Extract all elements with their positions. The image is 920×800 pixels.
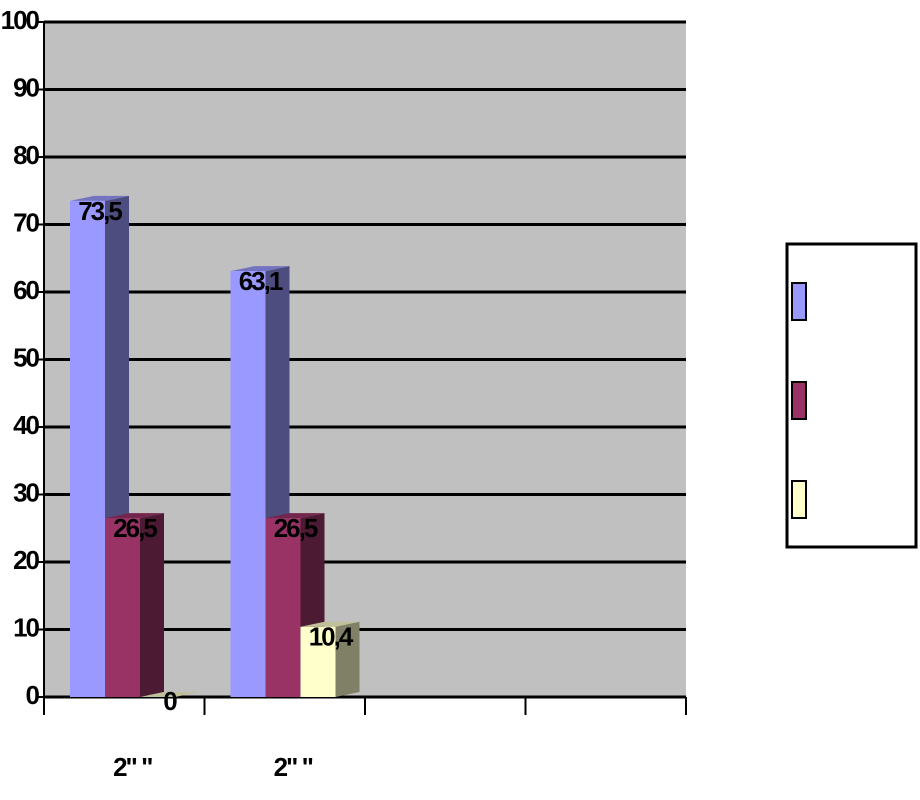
y-tick-label: 10 xyxy=(13,612,39,642)
legend-swatch xyxy=(791,381,807,420)
bar xyxy=(70,200,105,697)
legend xyxy=(785,242,918,549)
value-label: 10,4 xyxy=(309,622,354,652)
bar-top xyxy=(70,195,129,201)
y-tick-label: 50 xyxy=(13,342,39,372)
bar xyxy=(105,518,140,697)
y-tick-label: 100 xyxy=(1,5,40,35)
legend-swatch xyxy=(791,480,807,519)
bar-group xyxy=(105,513,164,697)
y-tick-label: 60 xyxy=(13,275,39,305)
bar-top xyxy=(300,621,360,627)
bar xyxy=(265,518,301,697)
bar-group xyxy=(300,621,360,697)
y-tick-label: 0 xyxy=(26,680,40,710)
bar-top xyxy=(140,692,199,697)
bar-side xyxy=(140,513,164,697)
bar-side xyxy=(335,621,360,697)
x-tick-label: 2" " xyxy=(113,752,152,782)
value-label: 26,5 xyxy=(113,513,157,543)
bar xyxy=(300,626,336,697)
x-tick-label: 2" " xyxy=(274,752,313,782)
y-tick-label: 80 xyxy=(13,140,39,170)
y-tick-label: 40 xyxy=(13,410,39,440)
bar-top xyxy=(265,513,325,519)
bar-top xyxy=(105,513,164,519)
value-label: 73,5 xyxy=(78,196,122,226)
legend-swatch xyxy=(791,282,807,321)
bar-group xyxy=(140,692,199,698)
bar-top xyxy=(230,266,290,272)
y-tick-label: 90 xyxy=(13,72,39,102)
value-label: 26,5 xyxy=(274,513,318,543)
y-tick-label: 20 xyxy=(13,545,39,575)
value-label: 0 xyxy=(163,686,177,716)
y-tick-label: 70 xyxy=(13,207,39,237)
bar xyxy=(230,271,266,697)
y-tick-label: 30 xyxy=(13,477,39,507)
value-label: 63,1 xyxy=(239,266,283,296)
